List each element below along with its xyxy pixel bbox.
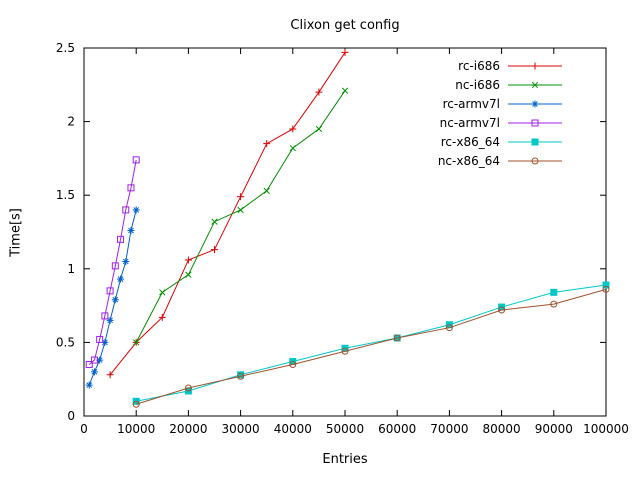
legend-label: rc-armv7l [443,97,500,111]
legend-item-nc-i686: nc-i686 [455,78,562,92]
series-rc-armv7l [85,206,140,389]
legend-label: nc-x86_64 [438,154,500,168]
x-tick-label: 10000 [117,422,155,436]
y-tick-label: 2 [67,115,75,129]
y-tick-label: 0 [67,409,75,423]
y-tick-label: 1 [67,262,75,276]
x-tick-label: 90000 [535,422,573,436]
legend-item-nc-x86_64: nc-x86_64 [438,154,562,168]
x-tick-label: 80000 [483,422,521,436]
legend-label: rc-x86_64 [441,135,500,149]
x-tick-label: 30000 [222,422,260,436]
chart-title: Clixon get config [290,18,400,33]
x-tick-label: 60000 [378,422,416,436]
legend-label: rc-i686 [458,59,500,73]
x-tick-label: 40000 [274,422,312,436]
y-tick-label: 2.5 [56,41,75,55]
x-tick-label: 20000 [169,422,207,436]
x-tick-label: 50000 [326,422,364,436]
series-nc-i686 [133,87,349,346]
legend-label: nc-i686 [455,78,500,92]
legend-item-nc-armv7l: nc-armv7l [440,116,562,130]
legend-item-rc-x86_64: rc-x86_64 [441,135,562,149]
series-nc-armv7l [85,156,140,368]
legend-item-rc-i686: rc-i686 [458,59,562,73]
series-nc-x86_64 [132,285,610,408]
legend-label: nc-armv7l [440,116,500,130]
x-tick-label: 100000 [583,422,629,436]
axes: 0 10000 20000 30000 40000 50000 60000 70000 8000… [56,41,629,436]
y-tick-label: 1.5 [56,188,75,202]
legend: rc-i686 nc-i686 rc-armv7l nc-armv7l rc-x86_6… [438,59,562,168]
x-axis-label: Entries [322,452,368,467]
x-tick-label: 70000 [430,422,468,436]
x-tick-label: 0 [80,422,88,436]
y-tick-label: 0.5 [56,335,75,349]
series-rc-x86_64 [132,281,610,405]
legend-item-rc-armv7l: rc-armv7l [443,97,562,111]
